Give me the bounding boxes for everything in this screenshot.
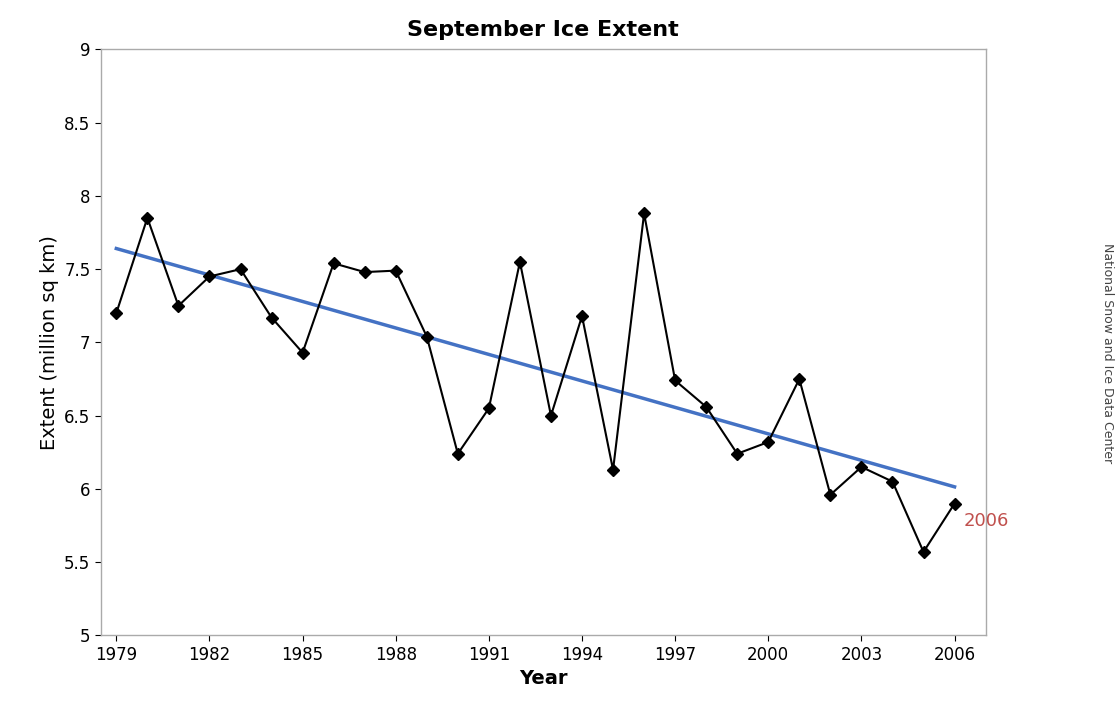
- Title: September Ice Extent: September Ice Extent: [408, 20, 679, 40]
- Text: National Snow and Ice Data Center: National Snow and Ice Data Center: [1101, 243, 1114, 463]
- X-axis label: Year: Year: [519, 669, 568, 688]
- Y-axis label: Extent (million sq km): Extent (million sq km): [39, 235, 58, 450]
- Text: 2006: 2006: [964, 512, 1009, 530]
